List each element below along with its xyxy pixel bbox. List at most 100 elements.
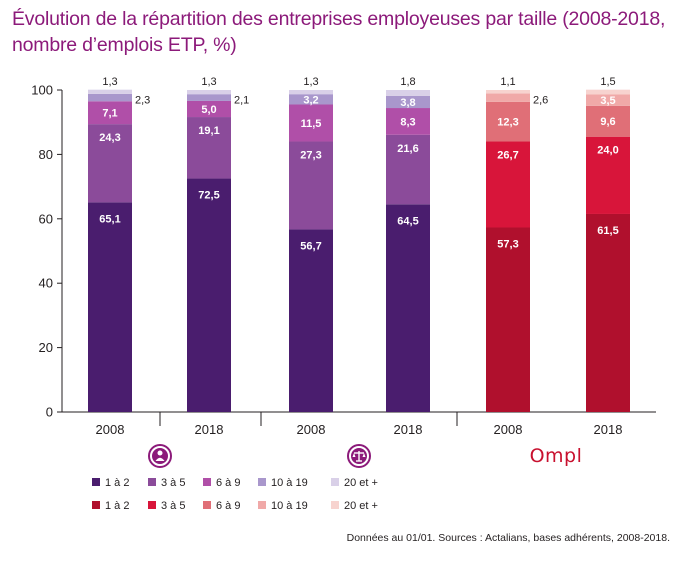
legend-label: 6 à 9 xyxy=(216,500,240,512)
data-label: 1,3 xyxy=(201,76,216,88)
x-category-label: 2018 xyxy=(594,422,623,437)
data-label: 24,3 xyxy=(99,132,120,144)
y-tick-label: 100 xyxy=(31,83,53,98)
bar-segment xyxy=(289,90,333,95)
x-category-label: 2008 xyxy=(96,422,125,437)
bar-segment xyxy=(486,101,530,142)
legend-swatch xyxy=(258,501,266,509)
doctor-icon xyxy=(148,444,172,468)
data-label: 1,8 xyxy=(400,76,415,88)
bar-segment xyxy=(88,93,132,102)
source-note: Données au 01/01. Sources : Actalians, b… xyxy=(346,532,670,544)
bar-segment xyxy=(386,134,430,205)
data-label: 27,3 xyxy=(300,150,321,162)
y-tick-label: 20 xyxy=(39,340,53,355)
chart-title-line-2: nombre d’emplois ETP, %) xyxy=(12,34,237,56)
legend-label: 20 et + xyxy=(344,500,378,512)
bar-segment xyxy=(289,141,333,230)
data-label: 2,6 xyxy=(533,95,548,107)
legend-swatch xyxy=(92,478,100,486)
legend-label: 3 à 5 xyxy=(161,500,185,512)
legend-label: 20 et + xyxy=(344,477,378,489)
doctor-icon-disc xyxy=(152,448,168,464)
bar-segment xyxy=(88,101,132,125)
data-label: 8,3 xyxy=(400,116,415,128)
data-label: 5,0 xyxy=(201,104,216,116)
data-label: 2,3 xyxy=(135,95,150,107)
legend-swatch xyxy=(203,501,211,509)
scales-icon-pans xyxy=(352,453,366,457)
bar-segment xyxy=(386,108,430,135)
data-label: 26,7 xyxy=(497,150,518,162)
data-label: 7,1 xyxy=(102,108,117,120)
doctor-icon-body xyxy=(155,457,165,461)
y-tick-label: 40 xyxy=(39,276,53,291)
data-label: 1,3 xyxy=(303,76,318,88)
x-category-label: 2008 xyxy=(494,422,523,437)
doctor-icon-head xyxy=(157,450,163,456)
y-tick-label: 0 xyxy=(46,405,53,420)
bar-segment xyxy=(187,117,231,179)
legend-swatch xyxy=(331,501,339,509)
data-label: 2,1 xyxy=(234,95,249,107)
y-tick-label: 80 xyxy=(39,147,53,162)
legend-swatch xyxy=(148,501,156,509)
legend-label: 3 à 5 xyxy=(161,477,185,489)
data-label: 61,5 xyxy=(597,225,618,237)
legend-swatch xyxy=(258,478,266,486)
bar-segment xyxy=(586,105,630,137)
bar-segment xyxy=(88,124,132,203)
legend-label: 6 à 9 xyxy=(216,477,240,489)
legend-label: 1 à 2 xyxy=(105,477,129,489)
chart-title: Évolution de la répartition des entrepri… xyxy=(12,6,672,58)
data-label: 64,5 xyxy=(397,215,418,227)
bar-segment xyxy=(187,100,231,118)
bar-segment xyxy=(586,89,630,95)
data-label: 21,6 xyxy=(397,143,418,155)
bar-segment xyxy=(289,94,333,105)
data-label: 1,3 xyxy=(102,76,117,88)
bar-segment xyxy=(289,229,333,412)
data-label: 9,6 xyxy=(600,116,615,128)
data-label: 3,2 xyxy=(303,94,318,106)
data-label: 3,5 xyxy=(600,95,615,107)
legend-swatch xyxy=(148,478,156,486)
bar-segment xyxy=(486,141,530,228)
bar-segment xyxy=(486,90,530,94)
data-label: 57,3 xyxy=(497,238,518,250)
data-label: 1,1 xyxy=(500,76,515,88)
scales-icon xyxy=(347,444,371,468)
chart-title-line-1: Évolution de la répartition des entrepri… xyxy=(12,8,666,30)
x-category-label: 2018 xyxy=(394,422,423,437)
data-label: 56,7 xyxy=(300,240,321,252)
data-label: 3,8 xyxy=(400,97,415,109)
bar-segment xyxy=(486,93,530,102)
legend-label: 10 à 19 xyxy=(271,477,308,489)
bar-segment xyxy=(486,227,530,412)
bar-segment xyxy=(586,136,630,214)
doctor-icon-ring xyxy=(148,444,172,468)
bar-segment xyxy=(187,90,231,95)
ompl-logo: Ompl xyxy=(530,445,583,467)
bar-segment xyxy=(386,95,430,109)
bar-segment xyxy=(88,89,132,94)
data-label: 12,3 xyxy=(497,117,518,129)
bar-segment xyxy=(289,104,333,142)
data-label: 65,1 xyxy=(99,213,120,225)
x-category-label: 2018 xyxy=(195,422,224,437)
data-label: 24,0 xyxy=(597,145,618,157)
bar-segment xyxy=(187,94,231,101)
legend-label: 10 à 19 xyxy=(271,500,308,512)
bar-segment xyxy=(386,90,430,96)
legend-swatch xyxy=(331,478,339,486)
legend-label: 1 à 2 xyxy=(105,500,129,512)
y-tick-label: 60 xyxy=(39,211,53,226)
bar-segment xyxy=(586,94,630,106)
bar-segment xyxy=(586,213,630,412)
data-label: 72,5 xyxy=(198,190,219,202)
legend-swatch xyxy=(92,501,100,509)
x-category-label: 2008 xyxy=(297,422,326,437)
data-label: 19,1 xyxy=(198,125,219,137)
scales-icon-ring xyxy=(347,444,371,468)
